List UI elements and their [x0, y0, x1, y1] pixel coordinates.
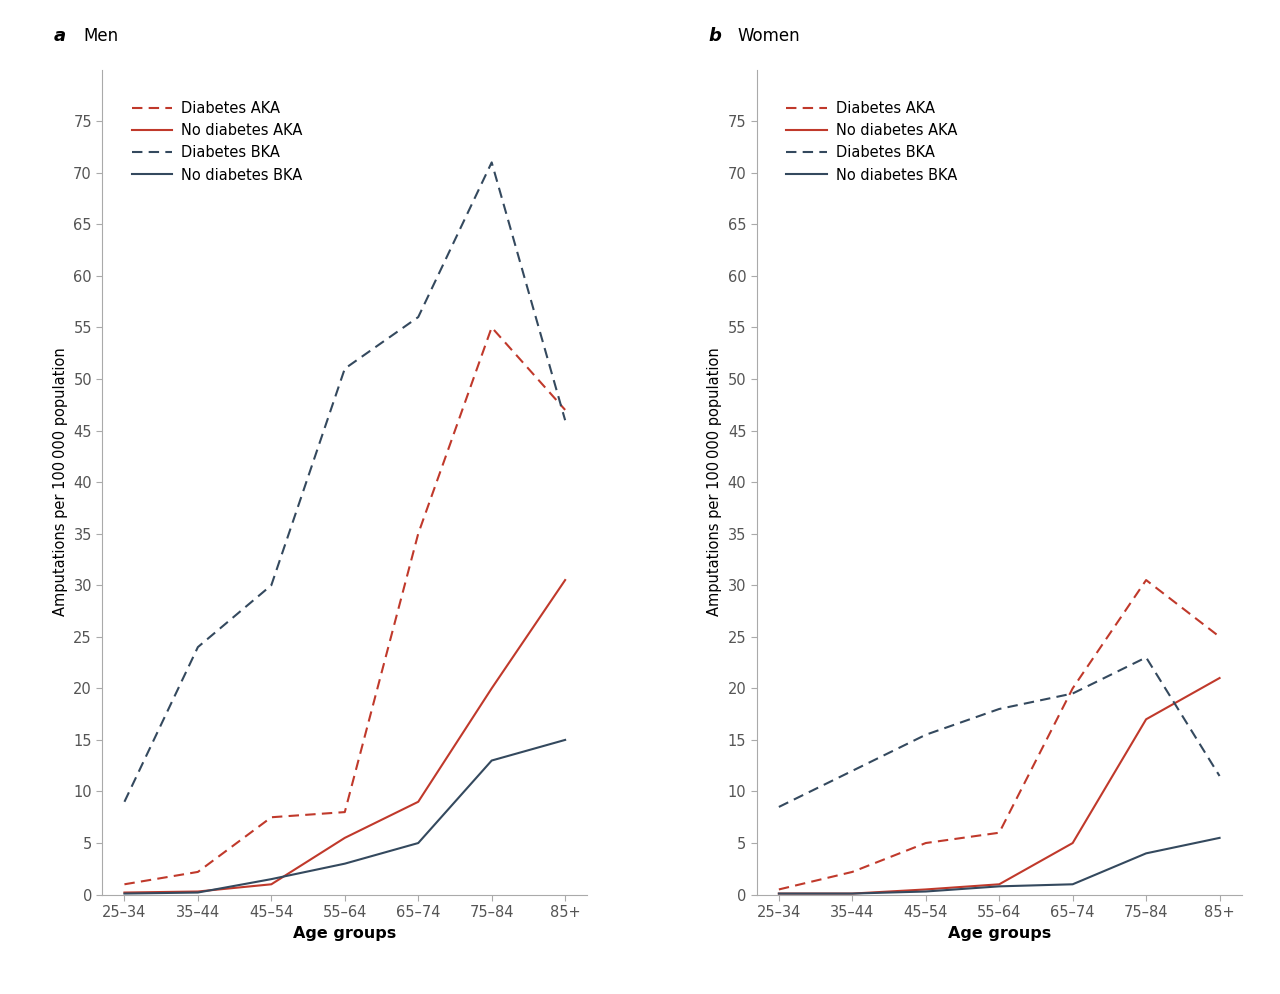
Y-axis label: Amputations per 100 000 population: Amputations per 100 000 population [52, 348, 68, 616]
Line: Diabetes AKA: Diabetes AKA [778, 580, 1220, 890]
Diabetes BKA [337, 363, 352, 375]
Diabetes AKA [1138, 575, 1153, 586]
Diabetes AKA [411, 528, 426, 540]
Diabetes AKA [1065, 682, 1080, 694]
Diabetes BKA [845, 765, 860, 777]
Diabetes BKA [1138, 651, 1153, 663]
Diabetes AKA [845, 866, 860, 878]
No diabetes BKA [116, 888, 132, 900]
Legend: Diabetes AKA, No diabetes AKA, Diabetes BKA, No diabetes BKA: Diabetes AKA, No diabetes AKA, Diabetes … [124, 93, 310, 190]
No diabetes AKA [411, 796, 426, 808]
No diabetes AKA [264, 879, 279, 891]
Text: b: b [708, 27, 721, 45]
No diabetes BKA [191, 887, 206, 899]
No diabetes BKA [918, 886, 933, 898]
X-axis label: Age groups: Age groups [947, 925, 1051, 940]
Line: No diabetes BKA: No diabetes BKA [124, 740, 566, 894]
No diabetes BKA [992, 881, 1007, 893]
Diabetes BKA [484, 156, 499, 168]
No diabetes AKA [1065, 837, 1080, 849]
Diabetes AKA [1212, 631, 1228, 643]
Text: Women: Women [737, 27, 800, 45]
Diabetes AKA [992, 827, 1007, 839]
Diabetes BKA [992, 703, 1007, 715]
Diabetes BKA [558, 414, 573, 426]
No diabetes AKA [1138, 714, 1153, 726]
Diabetes BKA [771, 801, 786, 813]
No diabetes AKA [191, 886, 206, 898]
Diabetes BKA [1212, 770, 1228, 782]
No diabetes BKA [264, 873, 279, 885]
Diabetes BKA [116, 796, 132, 808]
No diabetes BKA [1212, 832, 1228, 844]
No diabetes BKA [845, 888, 860, 900]
Line: No diabetes AKA: No diabetes AKA [124, 580, 566, 893]
No diabetes BKA [558, 734, 573, 746]
No diabetes AKA [337, 832, 352, 844]
No diabetes AKA [558, 575, 573, 586]
Line: Diabetes BKA: Diabetes BKA [778, 657, 1220, 807]
Diabetes BKA [918, 729, 933, 741]
No diabetes AKA [484, 682, 499, 694]
Diabetes AKA [337, 806, 352, 818]
Y-axis label: Amputations per 100 000 population: Amputations per 100 000 population [707, 348, 722, 616]
Diabetes AKA [116, 879, 132, 891]
Text: Men: Men [83, 27, 118, 45]
Diabetes AKA [191, 866, 206, 878]
Diabetes AKA [771, 884, 786, 896]
Diabetes BKA [1065, 688, 1080, 700]
No diabetes BKA [1138, 847, 1153, 859]
Diabetes AKA [264, 811, 279, 823]
Diabetes AKA [484, 321, 499, 333]
Line: Diabetes BKA: Diabetes BKA [124, 162, 566, 802]
Text: a: a [54, 27, 67, 45]
Diabetes BKA [191, 641, 206, 653]
No diabetes BKA [411, 837, 426, 849]
No diabetes AKA [992, 879, 1007, 891]
X-axis label: Age groups: Age groups [293, 925, 397, 940]
No diabetes BKA [1065, 879, 1080, 891]
Line: No diabetes BKA: No diabetes BKA [778, 838, 1220, 894]
Diabetes BKA [264, 580, 279, 591]
No diabetes AKA [1212, 672, 1228, 684]
No diabetes BKA [771, 888, 786, 900]
Diabetes AKA [558, 404, 573, 415]
Legend: Diabetes AKA, No diabetes AKA, Diabetes BKA, No diabetes BKA: Diabetes AKA, No diabetes AKA, Diabetes … [778, 93, 964, 190]
No diabetes AKA [771, 888, 786, 900]
Diabetes BKA [411, 311, 426, 323]
No diabetes AKA [116, 887, 132, 899]
No diabetes BKA [337, 858, 352, 870]
No diabetes AKA [918, 884, 933, 896]
No diabetes AKA [845, 888, 860, 900]
Line: Diabetes AKA: Diabetes AKA [124, 327, 566, 885]
No diabetes BKA [484, 754, 499, 766]
Diabetes AKA [918, 837, 933, 849]
Line: No diabetes AKA: No diabetes AKA [778, 678, 1220, 894]
